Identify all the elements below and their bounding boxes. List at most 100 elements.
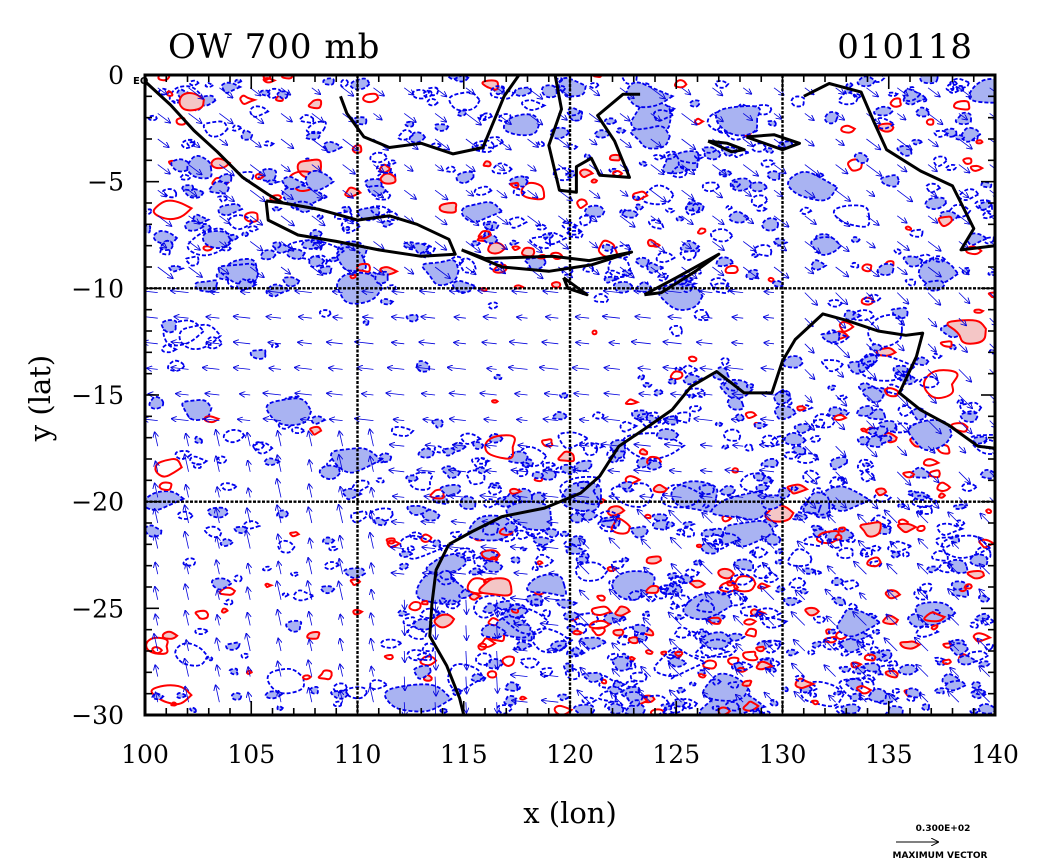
positive-contour bbox=[696, 227, 707, 235]
positive-contour bbox=[861, 263, 873, 273]
positive-contour bbox=[151, 646, 164, 655]
negative-contour bbox=[684, 568, 701, 578]
negative-contour bbox=[266, 667, 305, 695]
wind-vector bbox=[371, 639, 374, 652]
wind-vector bbox=[216, 685, 220, 703]
wind-vector bbox=[484, 317, 497, 318]
negative-contour bbox=[676, 686, 687, 695]
wind-vector bbox=[496, 113, 511, 124]
wind-vector bbox=[171, 291, 189, 293]
negative-contour bbox=[350, 510, 368, 524]
negative-contour bbox=[931, 550, 949, 562]
wind-vector bbox=[513, 496, 528, 498]
negative-contour bbox=[475, 652, 492, 666]
positive-contour bbox=[767, 276, 775, 283]
wind-vector bbox=[580, 445, 590, 446]
wind-vector bbox=[452, 521, 466, 523]
negative-contour bbox=[892, 422, 915, 434]
wind-vector bbox=[340, 536, 343, 549]
wind-vector bbox=[295, 291, 312, 293]
wind-vector bbox=[426, 445, 436, 446]
wind-vector bbox=[157, 113, 170, 122]
negative-contour bbox=[531, 565, 539, 572]
wind-vector bbox=[701, 445, 713, 446]
wind-vector bbox=[465, 189, 473, 195]
wind-vector bbox=[186, 485, 189, 498]
negative-contour bbox=[655, 428, 680, 441]
wind-vector bbox=[280, 87, 290, 95]
negative-contour bbox=[719, 484, 736, 496]
wind-vector bbox=[185, 611, 188, 626]
negative-contour bbox=[551, 411, 569, 421]
wind-vector bbox=[421, 317, 436, 319]
negative-contour bbox=[634, 203, 645, 212]
wind-vector bbox=[435, 676, 436, 696]
positive-contour bbox=[669, 370, 684, 381]
negative-contour bbox=[598, 690, 617, 703]
wind-vector bbox=[664, 419, 682, 421]
positive-contour bbox=[606, 505, 626, 517]
negative-contour bbox=[862, 462, 873, 468]
wind-vector bbox=[264, 419, 282, 421]
wind-vector bbox=[450, 419, 466, 421]
positive-contour bbox=[717, 567, 736, 580]
plot-area bbox=[145, 75, 995, 715]
wind-vector bbox=[434, 266, 450, 278]
negative-contour bbox=[205, 336, 224, 350]
negative-contour bbox=[532, 536, 555, 546]
negative-contour bbox=[766, 119, 777, 127]
positive-contour bbox=[863, 653, 877, 662]
wind-vector bbox=[681, 266, 697, 278]
positive-contour bbox=[379, 172, 397, 185]
wind-vector bbox=[390, 445, 405, 447]
wind-vector bbox=[726, 367, 744, 369]
wind-vector bbox=[558, 87, 570, 97]
negative-contour bbox=[810, 524, 825, 531]
wind-vector bbox=[157, 266, 173, 278]
negative-contour bbox=[970, 681, 982, 689]
wind-vector bbox=[650, 113, 661, 120]
x-axis-label: x (lon) bbox=[523, 796, 617, 830]
wind-vector bbox=[216, 508, 219, 524]
wind-vector bbox=[518, 445, 528, 446]
negative-contour bbox=[694, 154, 704, 160]
negative-contour bbox=[487, 301, 499, 310]
wind-vector bbox=[278, 691, 281, 703]
wind-vector bbox=[742, 138, 752, 146]
wind-vector bbox=[512, 291, 528, 293]
negative-contour bbox=[277, 539, 296, 554]
wind-vector bbox=[188, 87, 204, 99]
negative-contour bbox=[328, 256, 340, 263]
negative-contour bbox=[601, 243, 615, 252]
negative-contour bbox=[669, 324, 683, 337]
positive-contour bbox=[946, 319, 987, 345]
negative-contour bbox=[765, 147, 775, 154]
negative-contour bbox=[227, 214, 254, 231]
positive-contour bbox=[579, 168, 595, 179]
negative-contour bbox=[926, 565, 940, 574]
positive-contour bbox=[925, 118, 935, 126]
wind-vector bbox=[358, 368, 374, 370]
wind-vector bbox=[342, 266, 353, 275]
negative-contour bbox=[867, 408, 887, 421]
negative-contour bbox=[571, 646, 584, 656]
negative-contour bbox=[552, 167, 574, 182]
wind-vector bbox=[248, 693, 250, 703]
wind-vector bbox=[700, 291, 713, 292]
positive-contour bbox=[860, 427, 868, 433]
positive-contour bbox=[837, 526, 847, 533]
negative-contour bbox=[559, 475, 601, 506]
negative-contour bbox=[695, 598, 716, 613]
wind-vector bbox=[248, 488, 250, 498]
wind-vector bbox=[465, 164, 475, 172]
wind-vector bbox=[449, 470, 466, 472]
positive-contour bbox=[154, 458, 183, 478]
negative-contour bbox=[945, 163, 957, 171]
negative-contour bbox=[674, 626, 692, 639]
wind-vector bbox=[546, 317, 559, 318]
negative-contour bbox=[541, 84, 558, 99]
negative-contour bbox=[773, 391, 792, 406]
negative-contour bbox=[182, 557, 197, 567]
wind-vector bbox=[527, 87, 543, 99]
positive-contour bbox=[408, 600, 422, 612]
